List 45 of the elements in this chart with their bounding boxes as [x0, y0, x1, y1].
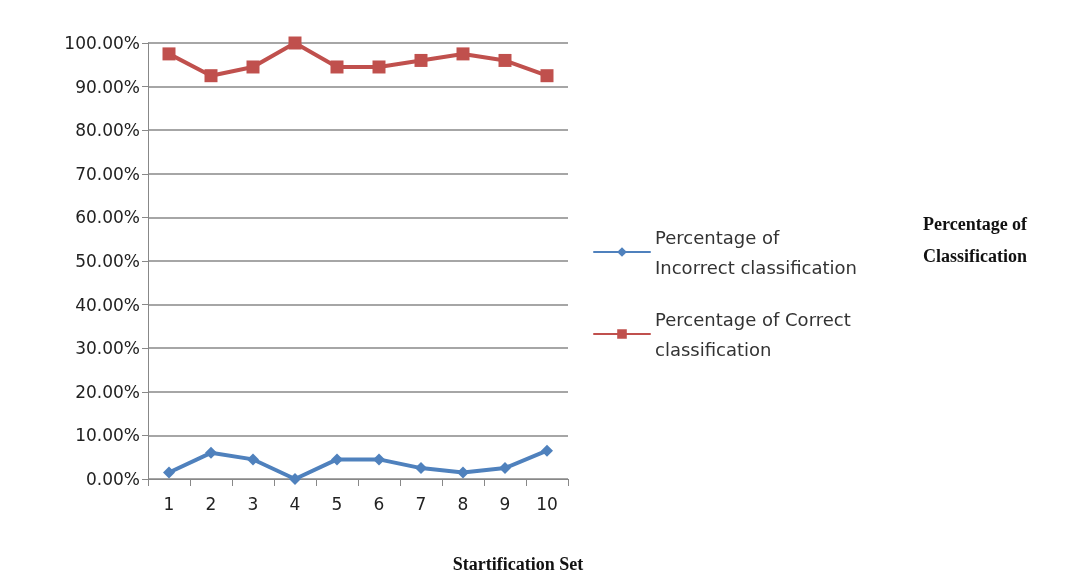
x-tick-label: 9	[499, 493, 511, 514]
y-tick-label: 20.00%	[75, 381, 140, 402]
x-tick-label: 2	[205, 493, 217, 514]
y-tick-label: 70.00%	[75, 163, 140, 184]
y-tick-label: 80.00%	[75, 120, 140, 141]
point	[163, 466, 175, 479]
point	[162, 47, 176, 61]
y-tick-label: 100.00%	[64, 33, 140, 53]
legend-label: Percentage of Incorrect classification	[655, 226, 857, 278]
legend-label: Percentage of Correct classification	[655, 308, 851, 360]
point	[289, 473, 301, 485]
y-tick-label: 0.00%	[85, 469, 140, 489]
y-tick-label: 30.00%	[75, 338, 140, 359]
point	[373, 453, 385, 466]
y-tick-label: 90.00%	[75, 76, 140, 97]
point	[415, 462, 427, 475]
y-tick-label: 60.00%	[75, 207, 140, 228]
point	[540, 69, 554, 83]
point	[331, 453, 343, 466]
point	[499, 462, 511, 475]
point	[246, 60, 260, 74]
point	[204, 69, 218, 83]
point	[288, 36, 302, 50]
x-tick-label: 8	[457, 493, 469, 514]
point	[205, 446, 217, 459]
x-tick-label: 7	[415, 493, 427, 514]
point	[372, 60, 386, 74]
point	[247, 453, 259, 466]
point	[541, 444, 553, 457]
point	[498, 53, 512, 67]
x-tick-label: 1	[163, 493, 175, 514]
x-axis-title: Startification Set	[452, 554, 584, 574]
x-tick-label: 10	[536, 493, 558, 514]
x-tick-label: 6	[373, 493, 385, 514]
point	[457, 466, 469, 479]
y-tick-label: 40.00%	[75, 294, 140, 315]
point	[456, 47, 470, 61]
y-tick-label: 50.00%	[75, 251, 140, 271]
point	[330, 60, 344, 74]
x-tick-label: 4	[289, 493, 301, 514]
x-tick-label: 3	[247, 493, 259, 514]
x-tick-label: 5	[331, 493, 343, 514]
y-tick-label: 10.00%	[75, 425, 140, 446]
text: Percentage of Classification	[923, 214, 1029, 266]
point	[414, 53, 428, 67]
